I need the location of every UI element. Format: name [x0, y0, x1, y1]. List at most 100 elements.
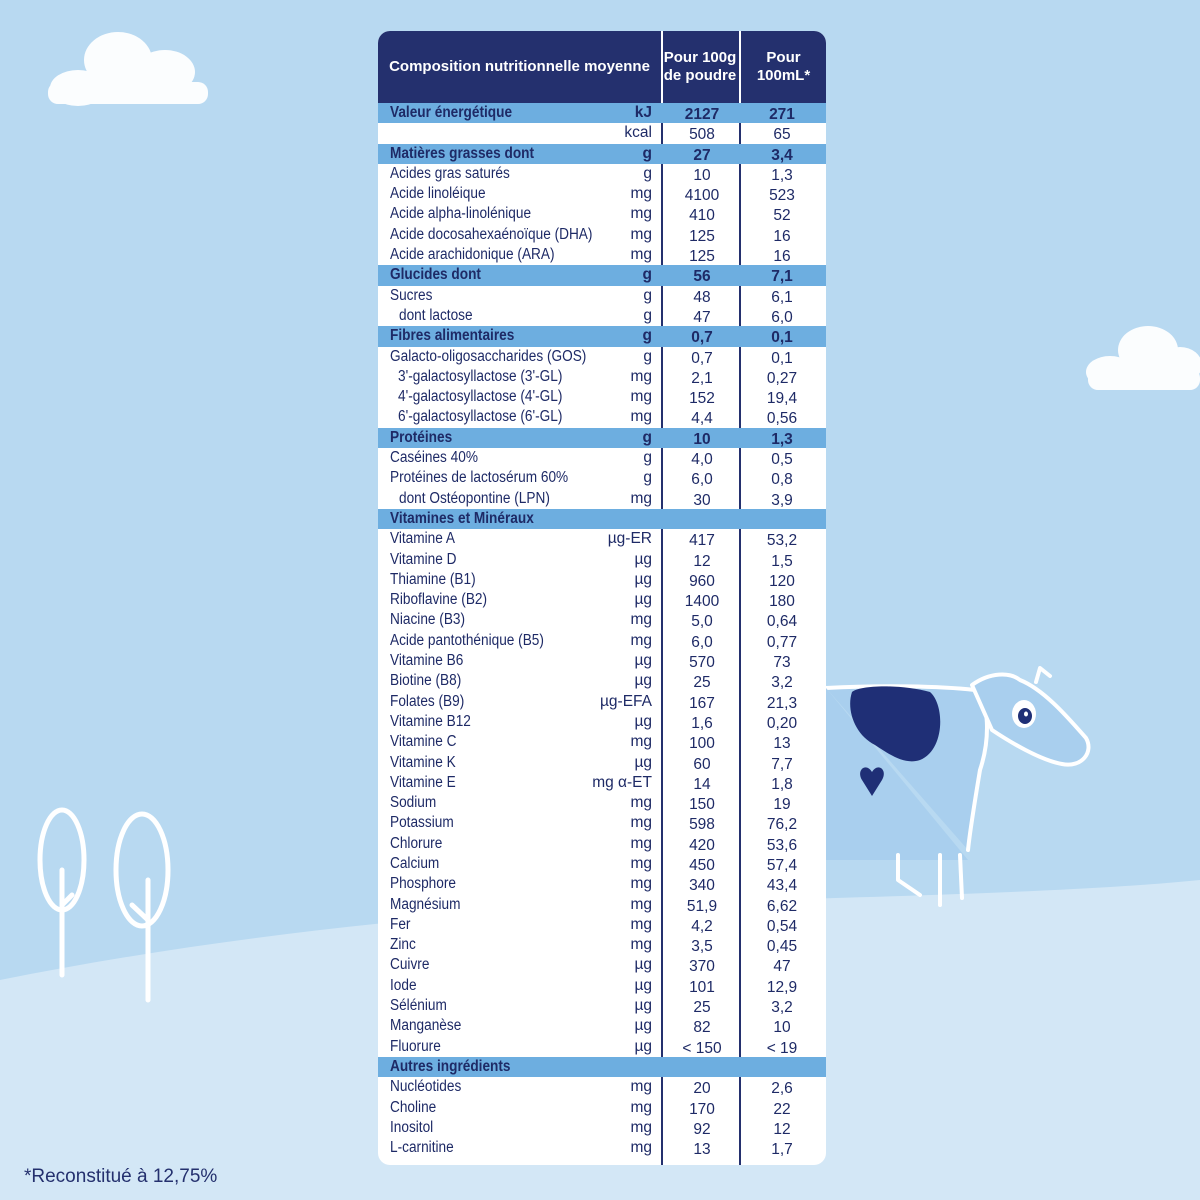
table-row: Acide alpha-linolénique mg 410 52	[378, 204, 826, 224]
row-unit: mg	[630, 814, 652, 832]
table-row: Fluorure µg < 150 < 19	[378, 1037, 826, 1057]
table-row: Vitamine A µg-ER 417 53,2	[378, 529, 826, 549]
value-per-100g: 2127	[684, 106, 720, 123]
table-row: dont Ostéopontine (LPN) mg 30 3,9	[378, 489, 826, 509]
section-row: Valeur énergétique kJ 2127 271	[378, 103, 826, 124]
table-body: Valeur énergétique kJ 2127 271 kcal 508 65 Mati…	[378, 103, 826, 1158]
row-label: Nucléotides	[390, 1078, 462, 1096]
table-row: Vitamine D µg 12 1,5	[378, 550, 826, 570]
value-per-100g: 508	[689, 126, 715, 144]
row-unit: µg-ER	[607, 530, 652, 548]
row-label: Acide docosahexaénoïque (DHA)	[390, 225, 593, 243]
row-label: Cuivre	[390, 956, 430, 974]
value-per-100ml: 57,4	[766, 856, 798, 874]
value-per-100g: 60	[693, 755, 711, 773]
row-unit: mg	[630, 367, 652, 385]
row-label: Sélénium	[390, 997, 447, 1015]
row-unit: µg	[634, 976, 652, 994]
table-row: Potassium mg 598 76,2	[378, 813, 826, 833]
row-label: Biotine (B8)	[390, 672, 462, 690]
row-label: Acide linoléique	[390, 185, 486, 203]
table-row: Chlorure mg 420 53,6	[378, 834, 826, 854]
value-per-100ml: 7,1	[771, 268, 793, 286]
nutrition-panel: Composition nutritionnelle moyenne Pour …	[378, 31, 826, 1165]
value-per-100g: 960	[689, 572, 715, 590]
value-per-100ml: 73	[773, 654, 791, 672]
section-row: Matières grasses dont g 27 3,4	[378, 143, 826, 164]
value-per-100g: 5,0	[691, 613, 713, 631]
row-label: Protéines	[390, 428, 453, 446]
value-per-100ml: 0,20	[766, 714, 798, 732]
table-row: Choline mg 170 22	[378, 1098, 826, 1118]
header-per-100g: Pour 100g de poudre	[663, 49, 737, 84]
value-per-100g: 1,6	[691, 714, 713, 732]
value-per-100g: 4100	[684, 187, 720, 205]
value-per-100g: 20	[693, 1080, 711, 1098]
row-unit: µg	[634, 672, 652, 690]
value-per-100ml: 1,3	[771, 166, 793, 184]
row-unit: g	[642, 327, 652, 345]
row-unit: g	[643, 347, 652, 365]
row-label: Sodium	[390, 794, 437, 812]
table-row: Sodium mg 150 19	[378, 793, 826, 813]
table-row: Niacine (B3) mg 5,0 0,64	[378, 610, 826, 630]
table-row: Folates (B9) µg-EFA 167 21,3	[378, 692, 826, 712]
value-per-100g: 92	[693, 1120, 711, 1138]
row-label: Folates (B9)	[390, 692, 465, 710]
section-row: Vitamines et Minéraux	[378, 508, 826, 530]
value-per-100ml: 65	[773, 126, 791, 144]
table-row: 4'-galactosyllactose (4'-GL) mg 152 19,4	[378, 387, 826, 407]
row-label: Vitamine K	[390, 753, 456, 771]
cow-illustration	[824, 666, 1091, 907]
value-per-100ml: 120	[769, 572, 795, 590]
header-per-100ml: Pour 100mL*	[756, 49, 811, 84]
row-label: Fibres alimentaires	[390, 327, 515, 345]
row-unit: mg	[630, 1118, 652, 1136]
table-row: Phosphore mg 340 43,4	[378, 874, 826, 894]
value-per-100g: 450	[689, 856, 715, 874]
table-row: Thiamine (B1) µg 960 120	[378, 570, 826, 590]
table-row: Magnésium mg 51,9 6,62	[378, 895, 826, 915]
table-row: kcal 508 65	[378, 123, 826, 143]
table-row: Iode µg 101 12,9	[378, 976, 826, 996]
row-label: Acide alpha-linolénique	[390, 205, 532, 223]
value-per-100g: < 150	[682, 1039, 722, 1057]
row-unit: mg	[630, 185, 652, 203]
row-label: Zinc	[390, 936, 416, 954]
value-per-100ml: 53,6	[766, 836, 798, 854]
row-unit: mg	[630, 1078, 652, 1096]
value-per-100ml: 1,7	[771, 1141, 793, 1159]
table-row: Fer mg 4,2 0,54	[378, 915, 826, 935]
value-per-100g: 30	[693, 491, 711, 509]
value-per-100g: 25	[693, 999, 711, 1017]
row-unit: mg	[630, 875, 652, 893]
row-unit: µg	[634, 570, 652, 588]
row-label: Autres ingrédients	[390, 1057, 511, 1075]
value-per-100ml: 3,4	[771, 146, 793, 164]
value-per-100g: 13	[693, 1141, 711, 1159]
value-per-100ml: 12,9	[766, 978, 798, 996]
table-row: 3'-galactosyllactose (3'-GL) mg 2,1 0,27	[378, 367, 826, 387]
row-unit: mg	[630, 225, 652, 243]
row-label: Vitamine B12	[390, 712, 471, 730]
row-unit: mg	[630, 631, 652, 649]
row-unit: mg	[630, 246, 652, 264]
value-per-100ml: 523	[769, 187, 795, 205]
row-label: Matières grasses dont	[390, 144, 535, 162]
value-per-100ml: 0,56	[766, 410, 798, 428]
header-divider	[661, 31, 663, 103]
value-per-100ml: 1,5	[771, 552, 793, 570]
table-row: Vitamine E mg α-ET 14 1,8	[378, 773, 826, 793]
value-per-100ml: 0,5	[771, 451, 793, 469]
value-per-100g: 48	[693, 288, 711, 306]
row-unit: g	[642, 144, 652, 162]
value-per-100ml: 19	[773, 796, 791, 814]
value-per-100g: 4,4	[691, 410, 713, 428]
value-per-100g: 27	[693, 146, 711, 164]
row-unit: g	[643, 306, 652, 324]
section-row: Autres ingrédients	[378, 1056, 826, 1078]
table-row: Manganèse µg 82 10	[378, 1016, 826, 1036]
value-per-100ml: 271	[769, 106, 795, 123]
row-label: Manganèse	[390, 1017, 462, 1035]
value-per-100g: 125	[689, 227, 715, 245]
